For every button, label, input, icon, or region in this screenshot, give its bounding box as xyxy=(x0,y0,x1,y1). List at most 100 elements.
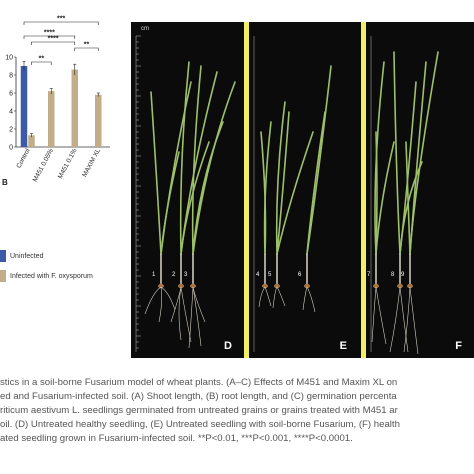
y-tick-label: 2 xyxy=(9,127,13,134)
seedling-seed xyxy=(158,283,164,289)
caption-line: stics in a soil-borne Fusarium model of … xyxy=(0,377,398,388)
seedling-plant: 6 xyxy=(298,65,332,313)
seedling-root xyxy=(272,286,278,309)
panel-letter-f: F xyxy=(455,340,462,352)
seedling-photo-d: 1 2 3 cm D xyxy=(131,22,244,358)
seedling-leaf xyxy=(260,131,267,255)
plant-number: 4 xyxy=(256,272,260,278)
caption-line: ated seedling grown in Fusarium-infected… xyxy=(0,433,353,444)
seedling-root xyxy=(192,286,202,347)
seedling-root xyxy=(399,286,409,353)
seedling-leaf xyxy=(192,121,224,255)
seedling-root xyxy=(409,286,419,355)
seedling-root xyxy=(375,286,387,345)
significance-bracket xyxy=(31,41,76,45)
seedling-seed xyxy=(397,283,403,289)
panel-letter-e: E xyxy=(339,340,347,352)
seedling-root xyxy=(180,286,192,343)
seedling-plant: 9 xyxy=(401,51,439,355)
plant-number: 5 xyxy=(268,272,272,278)
seedling-root xyxy=(371,286,377,343)
x-category-label: M451 0.1% xyxy=(57,147,79,180)
seedling-plant: 4 xyxy=(256,121,272,308)
bar-infected-3 xyxy=(95,94,102,147)
significance-bracket xyxy=(31,61,52,65)
y-tick-label: 8 xyxy=(9,73,13,80)
significance-label: ** xyxy=(84,42,90,49)
panel-letter-d: D xyxy=(224,340,232,352)
significance-bracket xyxy=(74,47,99,51)
seedling-root xyxy=(170,286,182,323)
x-category-label: M451 0.05% xyxy=(32,147,55,183)
seedling-seed xyxy=(190,283,196,289)
seedling-root xyxy=(276,286,286,307)
plant-number: 6 xyxy=(298,272,302,278)
seedling-leaf xyxy=(191,65,202,255)
panel-divider xyxy=(361,22,366,358)
seedling-root xyxy=(403,286,411,353)
seedling-leaf xyxy=(405,141,411,255)
panel-letter-b: B xyxy=(2,178,8,187)
significance-label: **** xyxy=(48,36,59,43)
plant-number: 8 xyxy=(391,272,395,278)
seedling-plant: 2 xyxy=(170,61,218,343)
plant-number: 2 xyxy=(172,272,176,278)
seedling-leaf xyxy=(150,91,162,255)
seedling-root xyxy=(306,286,316,313)
figure-caption: stics in a soil-borne Fusarium model of … xyxy=(0,376,474,446)
y-tick-label: 4 xyxy=(9,109,13,116)
seedling-root xyxy=(264,286,272,307)
seedling-seed xyxy=(373,283,379,289)
plant-number: 3 xyxy=(184,272,188,278)
seedling-leaf xyxy=(275,101,286,255)
significance-label: *** xyxy=(57,16,65,23)
x-category-label: MAXIM XL xyxy=(81,147,102,178)
bar-infected-2 xyxy=(71,69,78,147)
seedling-root xyxy=(160,286,176,311)
seedling-seed xyxy=(407,283,413,289)
seedling-root xyxy=(144,286,162,315)
significance-label: **** xyxy=(44,30,55,37)
bar-infected-0 xyxy=(28,135,35,147)
cm-scale-label: cm xyxy=(141,26,149,32)
seedling-leaf xyxy=(160,151,180,255)
seedling-root xyxy=(158,286,162,323)
seedling-plant: 8 xyxy=(389,51,423,353)
plant-number: 1 xyxy=(152,272,156,278)
bar-infected-1 xyxy=(48,91,55,147)
seedling-root xyxy=(258,286,266,308)
seedling-plant: 7 xyxy=(367,61,395,345)
seedling-root xyxy=(389,286,401,353)
seedling-root xyxy=(188,286,194,349)
root-length-bar-chart: 0 2 4 6 8 10 Control M451 0.05% M451 0.1% MAXIM X… xyxy=(5,16,110,183)
legend-swatch-infected xyxy=(0,270,6,282)
seedling-plant: 5 xyxy=(268,101,314,309)
seedling-leaf xyxy=(276,111,290,255)
y-tick-label: 0 xyxy=(9,145,13,152)
legend-label-infected: Infected with F. oxysporum xyxy=(10,272,93,280)
plant-number: 9 xyxy=(401,272,405,278)
caption-line: riticum aestivum L. seedlings germinated… xyxy=(0,405,398,416)
seedling-leaf xyxy=(374,61,385,255)
bar-uninfected-0 xyxy=(20,66,28,147)
plant-number: 7 xyxy=(367,272,371,278)
panel-divider xyxy=(244,22,249,358)
legend-swatch-uninfected xyxy=(0,250,6,262)
caption-line: oil. (D) Untreated healthy seedling, (E)… xyxy=(0,419,400,430)
caption-line: ed and Fusarium-infected soil. (A) Shoot… xyxy=(0,391,397,402)
seedling-photo-e: 4 5 6 E xyxy=(249,22,361,358)
seedling-root xyxy=(178,286,182,341)
seedling-leaf xyxy=(180,141,210,255)
seedling-leaf xyxy=(306,65,332,255)
seedling-plant: 3 xyxy=(184,65,236,349)
seedling-seed xyxy=(178,283,184,289)
seedling-plant: 1 xyxy=(144,81,192,323)
significance-label: ** xyxy=(39,56,45,63)
seedling-leaf xyxy=(306,111,326,255)
seedling-leaf xyxy=(179,61,190,255)
legend-item-uninfected: Uninfected xyxy=(0,250,43,262)
seedling-leaf xyxy=(276,131,314,255)
legend-item-infected: Infected with F. oxysporum xyxy=(0,270,93,282)
